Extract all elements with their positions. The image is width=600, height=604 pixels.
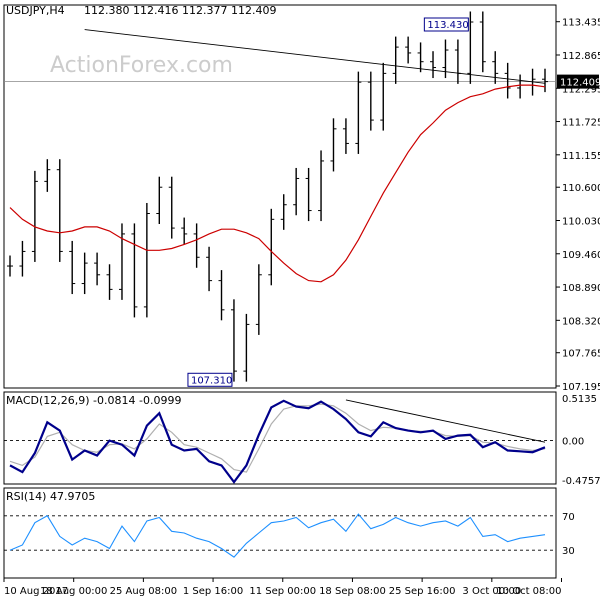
macd-tick-label: -0.4757 xyxy=(562,476,600,487)
current-price-tag: 112.409 xyxy=(560,78,600,89)
rsi-tick-label: 30 xyxy=(562,546,575,557)
price-tick-label: 109.460 xyxy=(562,250,600,261)
watermark: ActionForex.com xyxy=(50,53,233,78)
panel-frames xyxy=(3,4,557,579)
x-tick-label: 11 Sep 00:00 xyxy=(249,586,316,597)
price-tick-label: 112.865 xyxy=(562,51,600,62)
current-price-tag-bg xyxy=(557,74,599,89)
macd-signal-line xyxy=(9,403,546,473)
x-tick-label: 1 Sep 16:00 xyxy=(183,586,243,597)
annotation-box xyxy=(187,372,233,387)
price-tick-label: 110.030 xyxy=(562,216,600,227)
symbol-label: USDJPY,H4 xyxy=(6,4,65,17)
ohlc-readout: 112.380 112.416 112.377 112.409 xyxy=(84,4,276,17)
x-tick-label: 25 Aug 08:00 xyxy=(110,586,177,597)
rsi-panel-frame xyxy=(3,487,557,579)
moving-average-line xyxy=(9,84,546,283)
rsi-title: RSI(14) 47.9705 xyxy=(6,490,95,503)
axes: 113.435 112.865 112.295 111.725 111.155 110.6… xyxy=(3,18,600,597)
price-panel-frame xyxy=(3,4,557,389)
macd-title: MACD(12,26,9) -0.0814 -0.0999 xyxy=(6,394,181,407)
price-tick-label: 111.155 xyxy=(562,151,600,162)
x-tick-label: 10 Oct 08:00 xyxy=(496,586,561,597)
x-tick-label: 3 Oct 00:00 xyxy=(462,586,521,597)
annotation-box xyxy=(423,17,469,32)
price-tick-label: 108.320 xyxy=(562,316,600,327)
x-tick-label: 10 Aug 2017 xyxy=(4,586,68,597)
x-tick-label: 25 Sep 16:00 xyxy=(389,586,456,597)
macd-tick-label: 0.00 xyxy=(562,437,584,448)
x-tick-label: 18 Sep 08:00 xyxy=(319,586,386,597)
x-tick-label: 18 Aug 00:00 xyxy=(40,586,107,597)
macd-trendline xyxy=(345,399,546,443)
macd-line xyxy=(9,399,546,484)
rsi-line xyxy=(9,513,546,558)
price-tick-label: 113.435 xyxy=(562,18,600,29)
price-tick-label: 107.195 xyxy=(562,382,600,393)
macd-panel-frame xyxy=(3,391,557,485)
price-tick-label: 111.725 xyxy=(562,118,600,129)
price-tick-label: 108.890 xyxy=(562,283,600,294)
rsi-tick-label: 70 xyxy=(562,512,575,523)
price-trendline xyxy=(84,29,546,84)
price-panel: 113.430 107.310 xyxy=(4,11,556,387)
price-tick-label: 110.600 xyxy=(562,183,600,194)
price-tick-label: 112.295 xyxy=(562,84,600,95)
price-tick-label: 107.765 xyxy=(562,349,600,360)
macd-panel xyxy=(4,399,556,484)
annotation-label: 107.310 xyxy=(191,375,232,386)
macd-tick-label: 0.5135 xyxy=(562,394,597,405)
rsi-panel xyxy=(4,513,556,558)
annotation-label: 113.430 xyxy=(427,20,468,31)
